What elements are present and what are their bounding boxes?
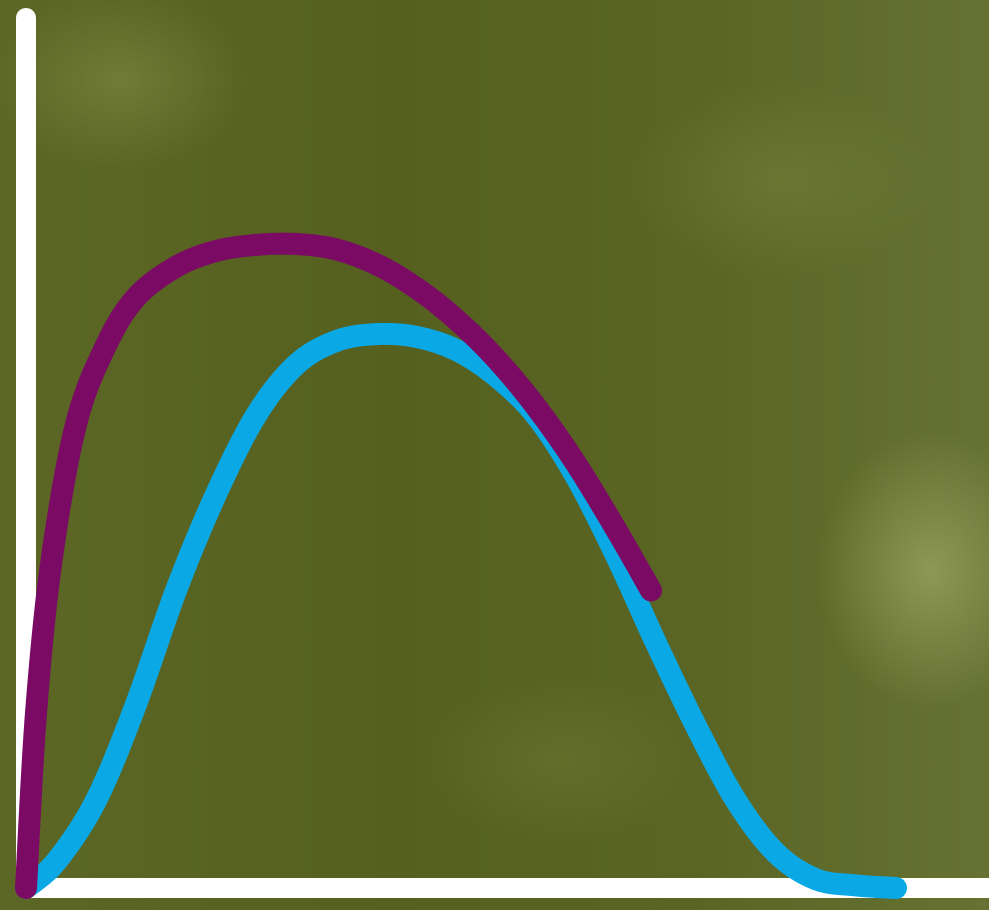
series-line-2	[15, 322, 907, 899]
series-line-1	[15, 232, 662, 899]
